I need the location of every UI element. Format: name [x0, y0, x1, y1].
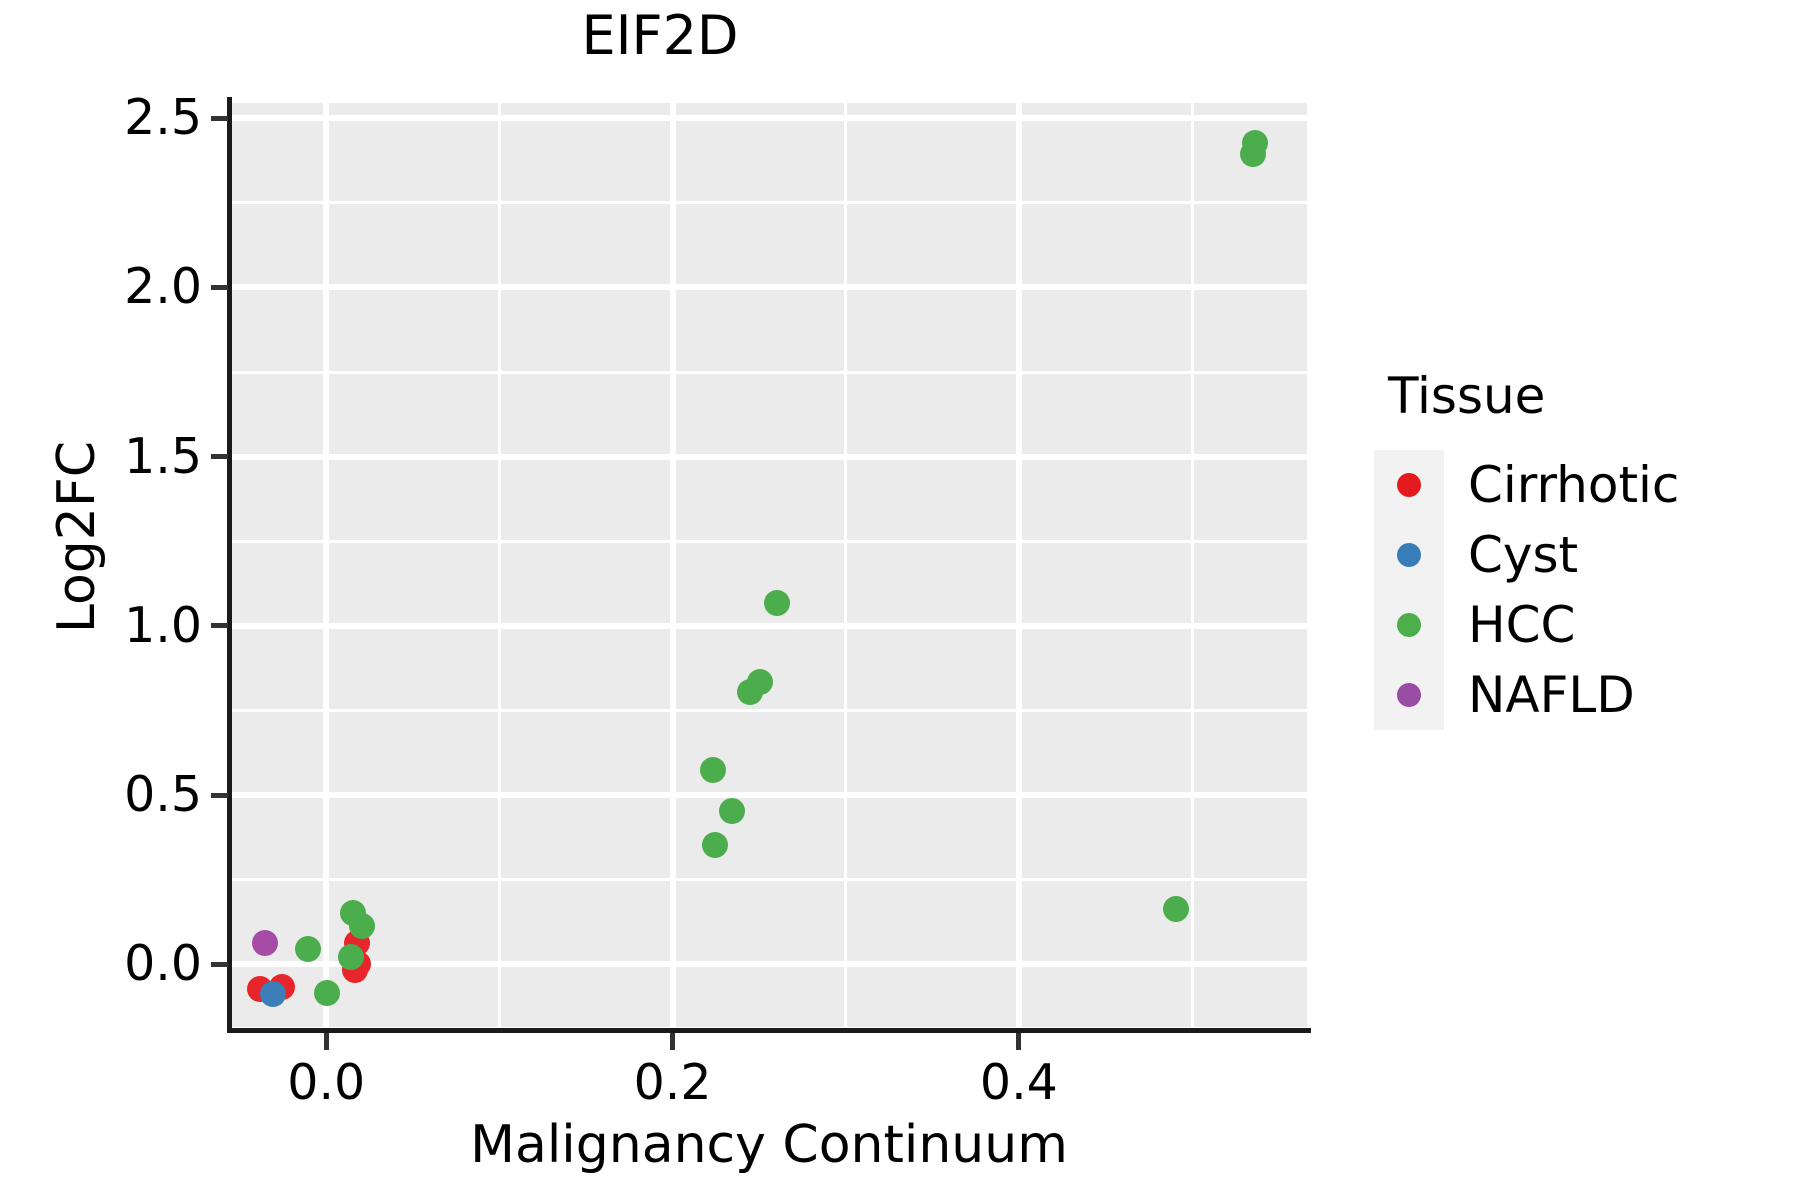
data-point-hcc [719, 798, 746, 825]
gridline-vertical [669, 103, 676, 1027]
gridline-horizontal [231, 622, 1307, 629]
plot-panel [231, 103, 1307, 1027]
y-tick-mark [211, 792, 228, 798]
legend-entries: Cirrhotic Cyst HCC NAFLD [1374, 450, 1774, 730]
data-point-hcc [348, 913, 375, 940]
page-title: EIF2D [581, 4, 739, 67]
data-point-nafld [251, 930, 278, 957]
y-tick-mark [211, 961, 228, 967]
x-axis-line [227, 1028, 1311, 1033]
gridline-vertical [497, 103, 501, 1027]
legend-item-label: NAFLD [1468, 666, 1635, 724]
x-tick-mark [323, 1033, 329, 1050]
data-point-hcc [701, 831, 728, 858]
data-point-hcc [314, 980, 341, 1007]
legend-dot-icon [1397, 473, 1421, 497]
data-point-hcc [1162, 896, 1189, 923]
data-point-hcc [1240, 140, 1267, 167]
legend: Tissue Cirrhotic Cyst HCC NAFLD [1374, 368, 1774, 730]
x-tick-label: 0.4 [979, 1054, 1058, 1111]
y-tick-label: 0.0 [124, 935, 202, 993]
y-tick-label: 2.5 [124, 89, 202, 147]
y-tick-label: 0.5 [124, 766, 202, 824]
legend-key-swatch [1374, 660, 1444, 730]
legend-dot-icon [1397, 613, 1421, 637]
legend-item-cyst[interactable]: Cyst [1374, 520, 1774, 590]
x-tick-mark [670, 1033, 676, 1050]
y-tick-label: 2.0 [124, 258, 202, 316]
gridline-horizontal [231, 878, 1307, 882]
y-axis-line [227, 97, 232, 1033]
legend-dot-icon [1397, 543, 1421, 567]
gridline-vertical [323, 103, 330, 1027]
gridline-vertical [1190, 103, 1194, 1027]
y-tick-label: 1.0 [124, 596, 202, 654]
legend-key-swatch [1374, 590, 1444, 660]
y-tick-label: 1.5 [124, 427, 202, 485]
data-point-hcc [700, 757, 727, 784]
x-tick-mark [1016, 1033, 1022, 1050]
data-point-hcc [764, 589, 791, 616]
legend-title: Tissue [1388, 367, 1546, 425]
legend-item-hcc[interactable]: HCC [1374, 590, 1774, 660]
y-tick-mark [211, 623, 228, 629]
data-point-hcc [338, 943, 365, 970]
gridline-vertical [844, 103, 848, 1027]
y-tick-mark [211, 454, 228, 460]
legend-item-cirrhotic[interactable]: Cirrhotic [1374, 450, 1774, 520]
gridline-vertical [1015, 103, 1022, 1027]
y-tick-mark [211, 284, 228, 290]
gridline-horizontal [231, 370, 1307, 374]
legend-item-nafld[interactable]: NAFLD [1374, 660, 1774, 730]
gridline-horizontal [231, 709, 1307, 713]
data-point-cyst [260, 981, 287, 1008]
gridline-horizontal [231, 539, 1307, 543]
data-point-hcc [746, 669, 773, 696]
legend-dot-icon [1397, 683, 1421, 707]
x-tick-label: 0.0 [287, 1054, 366, 1111]
y-tick-mark [211, 115, 228, 121]
legend-item-label: Cirrhotic [1468, 456, 1680, 514]
y-axis-label: Log2FC [47, 440, 107, 634]
gridline-horizontal [231, 115, 1307, 122]
gridline-horizontal [231, 961, 1307, 968]
x-tick-label: 0.2 [633, 1054, 712, 1111]
legend-key-swatch [1374, 450, 1444, 520]
gridline-horizontal [231, 284, 1307, 291]
legend-item-label: Cyst [1468, 526, 1579, 584]
gridline-horizontal [231, 453, 1307, 460]
data-point-hcc [295, 936, 322, 963]
gridline-horizontal [231, 201, 1307, 205]
gridline-horizontal [231, 792, 1307, 799]
legend-key-swatch [1374, 520, 1444, 590]
x-axis-label: Malignancy Continuum [470, 1115, 1068, 1175]
legend-item-label: HCC [1468, 596, 1576, 654]
